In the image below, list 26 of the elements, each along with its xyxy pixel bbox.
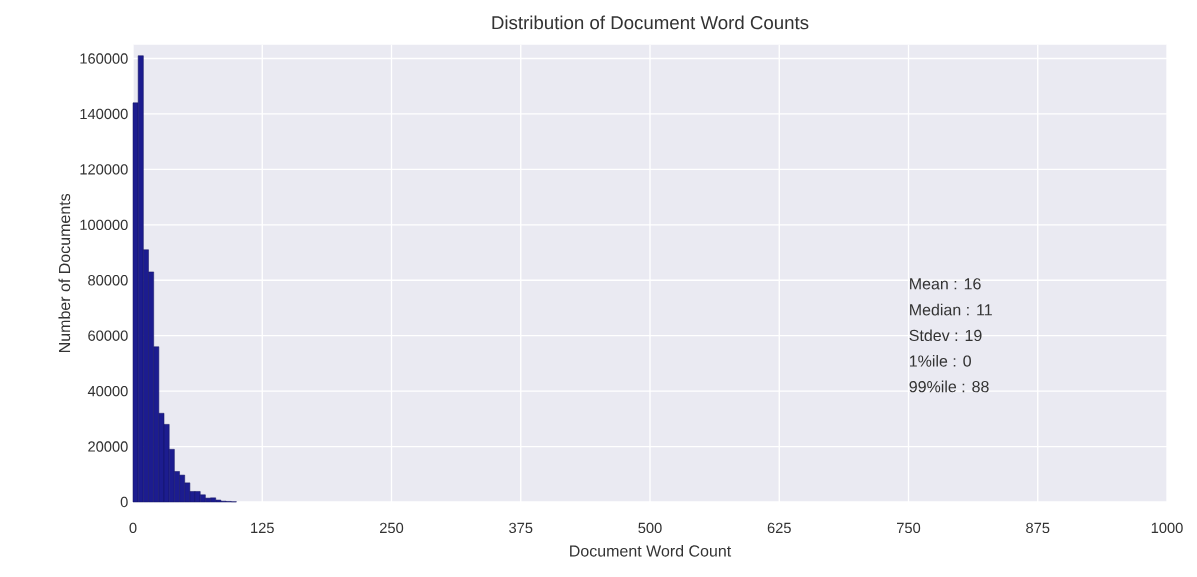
- y-tick-label: 120000: [80, 164, 128, 175]
- y-tick-label: 20000: [88, 441, 128, 452]
- y-tick-label: 40000: [87, 385, 128, 397]
- y-tick-label: 60000: [88, 330, 128, 341]
- x-axis-title: Document Word Count: [570, 544, 732, 557]
- x-tick-label: 250: [380, 522, 404, 534]
- annotation: 1%ile : 0: [909, 355, 971, 367]
- y-tick-label: 80000: [88, 275, 128, 286]
- annotation: Mean : 16: [910, 278, 981, 290]
- x-tick-label: 875: [1026, 522, 1050, 534]
- y-tick-label: 0: [120, 496, 128, 508]
- x-tick-label: 1000: [1151, 522, 1183, 534]
- x-tick-label: 375: [509, 522, 533, 534]
- x-tick-label: 0: [129, 522, 137, 534]
- annotation: Median : 11: [910, 303, 992, 316]
- annotation: Stdev : 19: [909, 329, 982, 342]
- y-tick-label: 160000: [80, 53, 128, 64]
- x-tick-label: 125: [251, 522, 274, 534]
- x-tick-label: 500: [638, 522, 662, 534]
- x-tick-label: 625: [767, 522, 791, 534]
- y-tick-label: 100000: [80, 219, 128, 231]
- annotation: 99%ile : 88: [909, 380, 989, 393]
- chart-title: Distribution of Document Word Counts: [492, 15, 809, 30]
- y-tick-label: 140000: [80, 108, 128, 120]
- x-tick-label: 750: [897, 522, 921, 534]
- y-axis-title: Number of Documents: [58, 193, 71, 353]
